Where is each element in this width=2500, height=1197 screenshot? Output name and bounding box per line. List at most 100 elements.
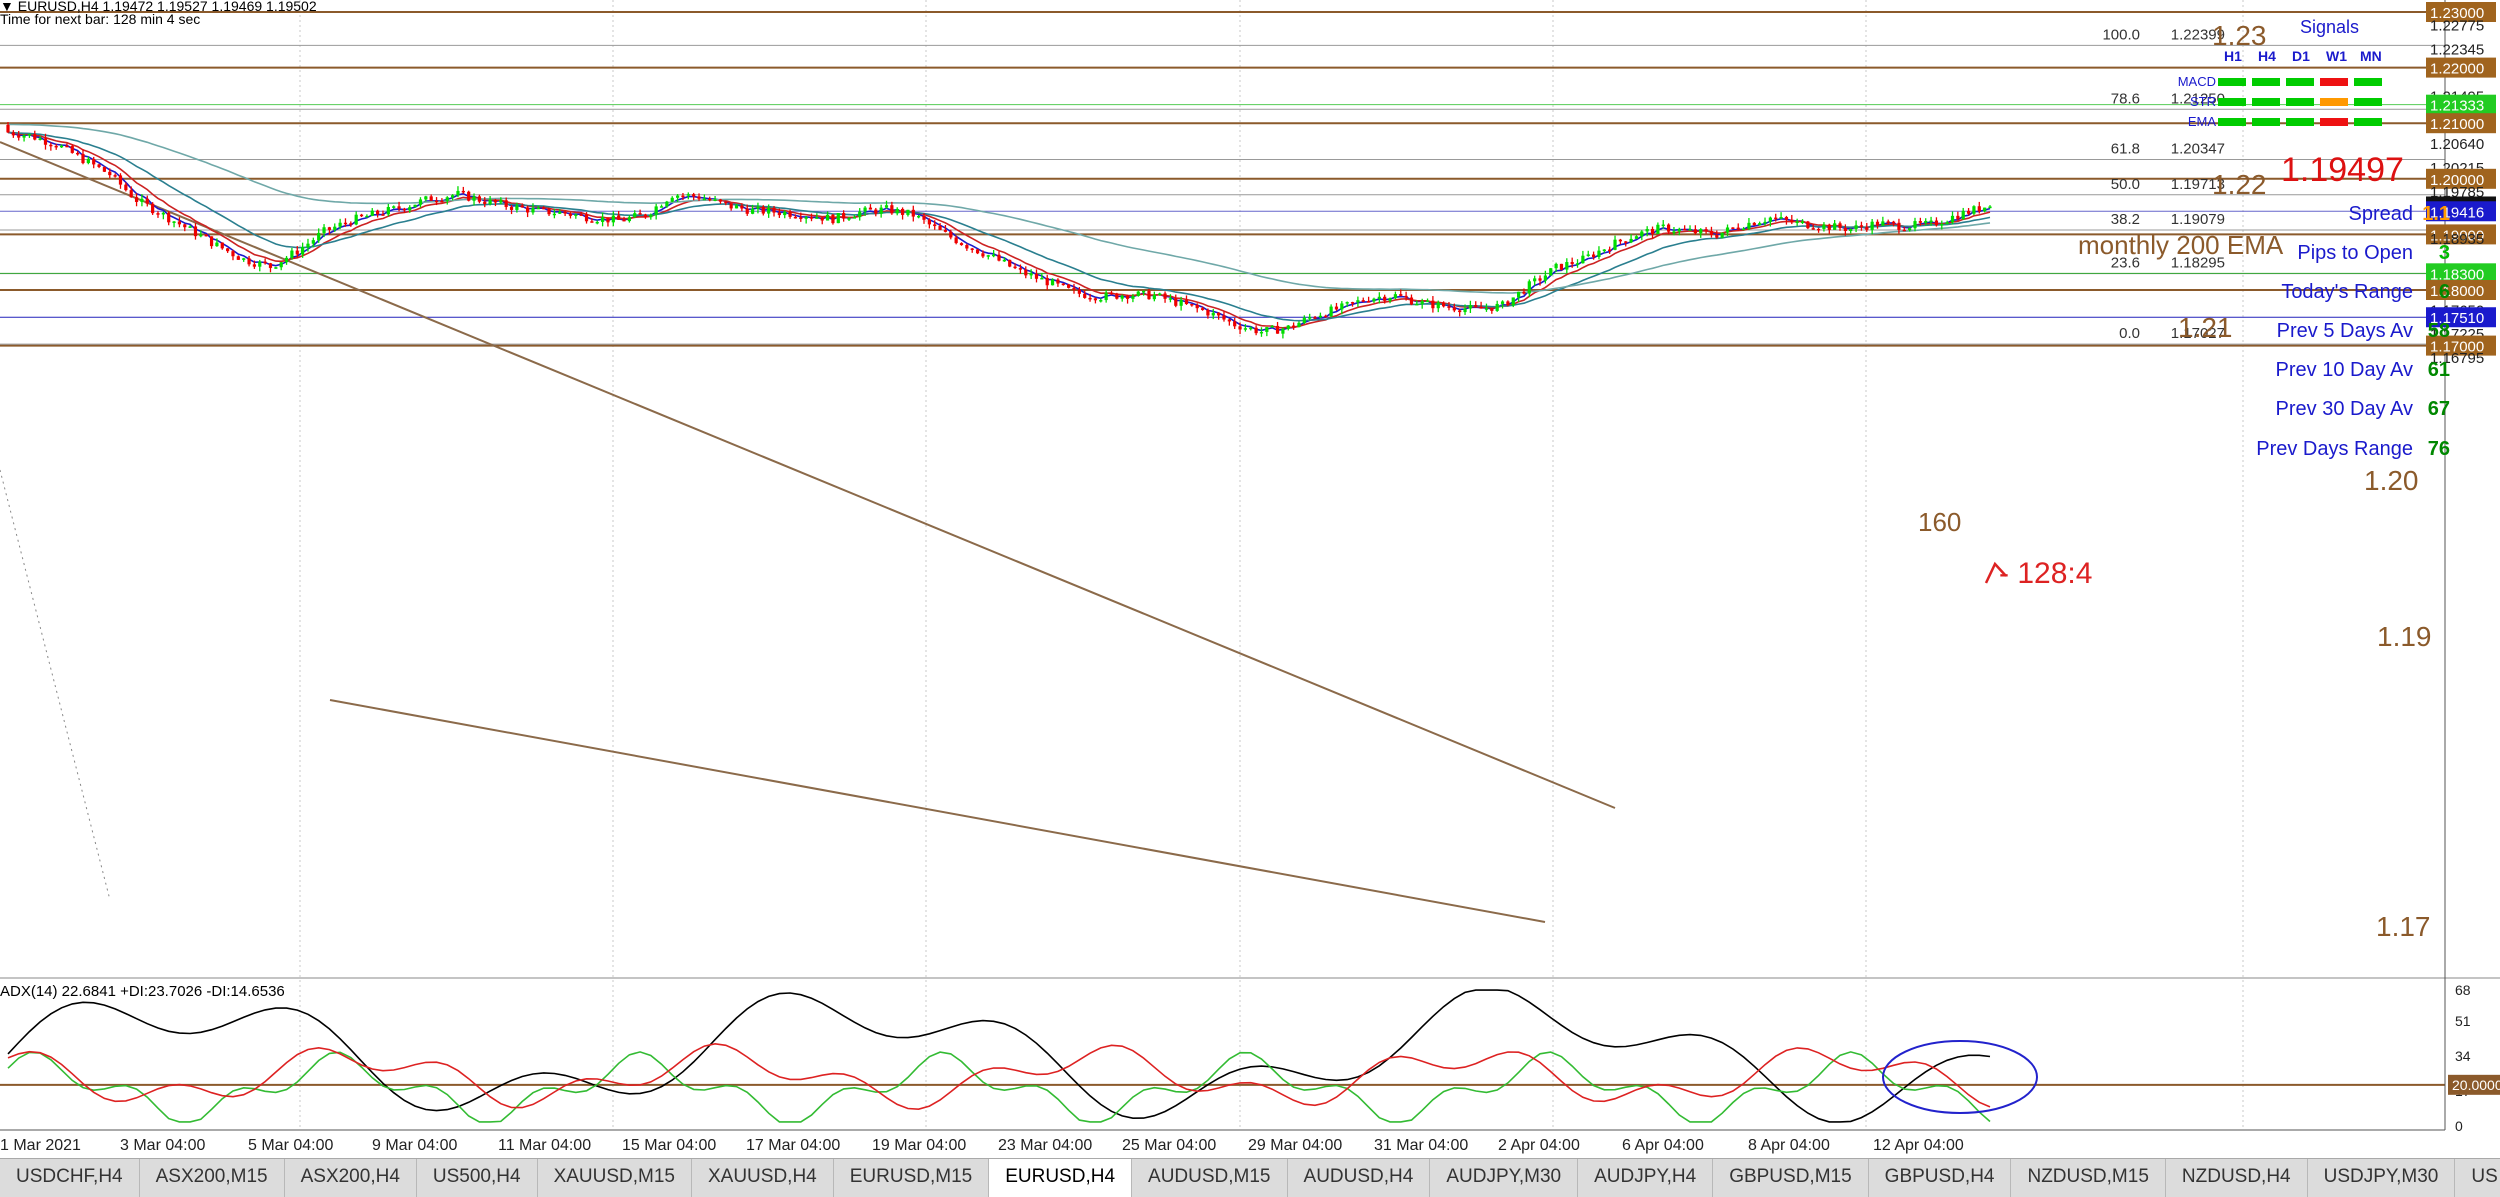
candle-body	[413, 204, 417, 208]
candle-body	[1463, 308, 1467, 313]
candle-body	[622, 219, 626, 222]
candle-body	[1634, 236, 1639, 239]
stat-label: Prev 10 Day Av	[2276, 359, 2413, 381]
symbol-tab[interactable]: AUDUSD,H4	[1288, 1159, 1431, 1197]
symbol-tab[interactable]: US500,H4	[417, 1159, 538, 1197]
fib-ratio-label: 23.6	[2111, 255, 2140, 272]
candle-body	[1929, 220, 1933, 223]
candle-body	[708, 198, 712, 201]
trendlines[interactable]	[0, 141, 1616, 923]
candle-body	[86, 158, 90, 164]
adx-level-box	[2448, 1074, 2500, 1095]
candle-body	[1763, 221, 1767, 224]
symbol-tab[interactable]: XAUUSD,M15	[538, 1159, 692, 1197]
symbol-tab[interactable]: NZDUSD,M15	[2011, 1159, 2166, 1197]
candle-body	[783, 211, 787, 216]
signal-bar	[2252, 98, 2280, 106]
round-level-label: 1.22	[2212, 169, 2267, 200]
candle-body	[702, 198, 706, 201]
candle-body	[1977, 206, 1981, 212]
fib-price-label: 1.19713	[2171, 176, 2225, 193]
candle-body	[451, 195, 455, 198]
candle-body	[1383, 296, 1387, 301]
candle-body	[1050, 279, 1055, 286]
symbol-tab[interactable]: GBPUSD,H4	[1869, 1159, 2012, 1197]
symbol-tab[interactable]: NZDUSD,H4	[2166, 1159, 2308, 1197]
candle-body	[1281, 328, 1285, 334]
symbol-tab[interactable]: US	[2455, 1159, 2500, 1197]
symbol-tab[interactable]: GBPUSD,M15	[1713, 1159, 1869, 1197]
candle-body	[1843, 227, 1847, 232]
candle-body	[504, 200, 508, 207]
fib-price-label: 1.22399	[2171, 26, 2225, 43]
candle-body	[1302, 317, 1306, 323]
candle-body	[1436, 302, 1440, 309]
bar-timer: Time for next bar: 128 min 4 sec	[0, 11, 200, 27]
candle-body	[1372, 298, 1376, 302]
candle-body	[552, 213, 556, 216]
candle-body	[199, 234, 203, 237]
symbol-tab[interactable]: ASX200,M15	[140, 1159, 285, 1197]
candle-body	[1629, 238, 1633, 243]
candle-body	[997, 254, 1001, 261]
candle-body	[1131, 295, 1135, 299]
candles	[6, 122, 1992, 339]
price-chart[interactable]: 68513417020.00001.230001.227751.223451.2…	[0, 0, 2500, 1158]
candle-body	[1067, 284, 1071, 288]
stat-value: 6	[2439, 281, 2450, 303]
candle-body	[1484, 308, 1489, 310]
candle-body	[831, 214, 835, 224]
candle-body	[263, 261, 267, 264]
candle-body	[750, 208, 755, 214]
candle-body	[1972, 206, 1976, 214]
candle-body	[1506, 301, 1510, 306]
candle-body	[38, 138, 42, 140]
stat-label: Prev 30 Day Av	[2276, 398, 2413, 420]
candle-body	[879, 207, 883, 214]
price-axis-box-label: 1.18000	[2430, 283, 2484, 300]
candle-body	[386, 206, 390, 215]
candle-body	[49, 144, 53, 147]
symbol-tab[interactable]: AUDJPY,M30	[1430, 1159, 1579, 1197]
highlight-ellipse	[1882, 1040, 2038, 1114]
symbol-tab[interactable]: USDCHF,H4	[0, 1159, 140, 1197]
candle-body	[842, 213, 846, 219]
candle-body	[1688, 229, 1692, 231]
candle-body	[247, 258, 251, 265]
candle-body	[1774, 217, 1778, 220]
candle-body	[788, 211, 792, 217]
candle-body	[890, 205, 894, 214]
symbol-tab[interactable]: EURUSD,M15	[834, 1159, 990, 1197]
candle-body	[1865, 226, 1869, 230]
candle-body	[381, 214, 385, 216]
time-axis-label: 5 Mar 04:00	[248, 1137, 333, 1154]
signal-bar	[2218, 78, 2246, 86]
candle-body	[734, 205, 739, 209]
candle-body	[1270, 325, 1274, 328]
symbol-tab[interactable]: AUDJPY,H4	[1578, 1159, 1714, 1197]
candle-body	[1881, 221, 1885, 226]
candle-body	[954, 237, 958, 244]
stat-label: Pips to Open	[2297, 242, 2413, 264]
candle-body	[1945, 222, 1949, 225]
candle-body	[1618, 239, 1622, 242]
candle-body	[258, 261, 262, 267]
symbol-tab[interactable]: EURUSD,H4	[989, 1159, 1133, 1197]
symbol-tab[interactable]: ASX200,H4	[285, 1159, 417, 1197]
symbol-tab[interactable]: AUDUSD,M15	[1132, 1159, 1288, 1197]
candle-body	[1950, 215, 1955, 223]
adx-axis-tick: 34	[2455, 1048, 2471, 1064]
symbol-tab[interactable]: USDJPY,M30	[2308, 1159, 2456, 1197]
candle-body	[799, 217, 803, 219]
candle-body	[643, 214, 648, 218]
candle-body	[242, 258, 246, 260]
candle-body	[659, 206, 664, 208]
fib-ratio-label: 50.0	[2111, 176, 2140, 193]
candle-body	[515, 205, 519, 210]
symbol-tab[interactable]: XAUUSD,H4	[692, 1159, 834, 1197]
candle-body	[1859, 225, 1864, 227]
candle-body	[231, 251, 235, 257]
stat-label: Prev 5 Days Av	[2277, 320, 2413, 342]
candle-body	[322, 227, 326, 233]
candle-body	[874, 209, 878, 214]
